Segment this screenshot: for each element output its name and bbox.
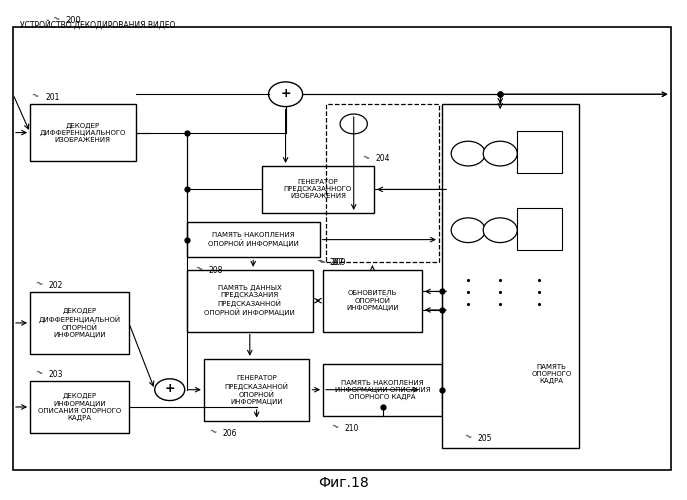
Text: 210: 210 xyxy=(345,424,359,433)
FancyBboxPatch shape xyxy=(323,364,442,416)
Text: 207: 207 xyxy=(329,258,344,268)
Text: ∼: ∼ xyxy=(330,421,341,433)
Circle shape xyxy=(451,218,485,242)
Text: ДЕКОДЕР
ИНФОРМАЦИИ
ОПИСАНИЯ ОПОРНОГО
КАДРА: ДЕКОДЕР ИНФОРМАЦИИ ОПИСАНИЯ ОПОРНОГО КАД… xyxy=(38,394,121,420)
Text: 203: 203 xyxy=(49,370,63,378)
Text: ∼: ∼ xyxy=(34,366,45,378)
FancyBboxPatch shape xyxy=(442,104,578,448)
Text: ПАМЯТЬ НАКОПЛЕНИЯ
ОПОРНОЙ ИНФОРМАЦИИ: ПАМЯТЬ НАКОПЛЕНИЯ ОПОРНОЙ ИНФОРМАЦИИ xyxy=(207,232,299,247)
FancyBboxPatch shape xyxy=(517,132,561,173)
Text: УСТРОЙСТВО ДЕКОДИРОВАНИЯ ВИДЕО: УСТРОЙСТВО ДЕКОДИРОВАНИЯ ВИДЕО xyxy=(20,20,175,30)
FancyBboxPatch shape xyxy=(13,28,671,470)
Text: ДЕКОДЕР
ДИФФЕРЕНЦИАЛЬНОЙ
ОПОРНОЙ
ИНФОРМАЦИИ: ДЕКОДЕР ДИФФЕРЕНЦИАЛЬНОЙ ОПОРНОЙ ИНФОРМА… xyxy=(38,308,120,338)
Text: ∼: ∼ xyxy=(50,13,62,25)
Circle shape xyxy=(340,114,368,134)
Text: ∼: ∼ xyxy=(207,426,218,438)
Text: ПАМЯТЬ ДАННЫХ
ПРЕДСКАЗАНИЯ
ПРЕДСКАЗАННОЙ
ОПОРНОЙ ИНФОРМАЦИИ: ПАМЯТЬ ДАННЫХ ПРЕДСКАЗАНИЯ ПРЕДСКАЗАННОЙ… xyxy=(204,285,295,316)
Text: ∼: ∼ xyxy=(30,90,41,102)
Text: ГЕНЕРАТОР
ПРЕДСКАЗАННОЙ
ОПОРНОЙ
ИНФОРМАЦИИ: ГЕНЕРАТОР ПРЕДСКАЗАННОЙ ОПОРНОЙ ИНФОРМАЦ… xyxy=(225,374,289,405)
Text: ПАМЯТЬ НАКОПЛЕНИЯ
ИНФОРМАЦИИ ОПИСАНИЯ
ОПОРНОГО КАДРА: ПАМЯТЬ НАКОПЛЕНИЯ ИНФОРМАЦИИ ОПИСАНИЯ ОП… xyxy=(335,380,431,400)
Circle shape xyxy=(451,141,485,166)
Text: ДЕКОДЕР
ДИФФЕРЕНЦИАЛЬНОГО
ИЗОБРАЖЕНИЯ: ДЕКОДЕР ДИФФЕРЕНЦИАЛЬНОГО ИЗОБРАЖЕНИЯ xyxy=(40,122,126,142)
Text: ∼: ∼ xyxy=(34,278,45,289)
FancyBboxPatch shape xyxy=(187,222,319,258)
Text: 206: 206 xyxy=(222,429,237,438)
FancyBboxPatch shape xyxy=(262,166,374,213)
Text: +: + xyxy=(164,382,175,395)
Text: Фиг.18: Фиг.18 xyxy=(318,476,369,490)
Text: ∼: ∼ xyxy=(194,262,205,274)
Text: ∼: ∼ xyxy=(314,255,325,268)
FancyBboxPatch shape xyxy=(30,381,129,433)
Text: 201: 201 xyxy=(45,92,59,102)
Text: 208: 208 xyxy=(209,266,223,274)
Circle shape xyxy=(483,218,517,242)
FancyBboxPatch shape xyxy=(517,208,561,250)
Circle shape xyxy=(483,141,517,166)
FancyBboxPatch shape xyxy=(30,292,129,354)
Text: 202: 202 xyxy=(49,280,63,289)
Text: ОБНОВИТЕЛЬ
ОПОРНОЙ
ИНФОРМАЦИИ: ОБНОВИТЕЛЬ ОПОРНОЙ ИНФОРМАЦИИ xyxy=(346,290,398,311)
Circle shape xyxy=(155,379,185,400)
Text: ГЕНЕРАТОР
ПРЕДСКАЗАННОГО
ИЗОБРАЖЕНИЯ: ГЕНЕРАТОР ПРЕДСКАЗАННОГО ИЗОБРАЖЕНИЯ xyxy=(284,180,352,200)
Text: 204: 204 xyxy=(376,154,390,164)
Text: ∼: ∼ xyxy=(463,430,474,443)
Text: ∼: ∼ xyxy=(316,255,327,268)
Text: 205: 205 xyxy=(477,434,493,443)
FancyBboxPatch shape xyxy=(323,270,422,332)
Text: ПАМЯТЬ
ОПОРНОГО
КАДРА: ПАМЯТЬ ОПОРНОГО КАДРА xyxy=(532,364,572,384)
Circle shape xyxy=(269,82,302,106)
FancyBboxPatch shape xyxy=(204,359,309,420)
Text: ∼: ∼ xyxy=(361,152,372,164)
Text: +: + xyxy=(280,87,291,100)
Text: 209: 209 xyxy=(331,258,346,268)
Text: 200: 200 xyxy=(65,16,81,25)
FancyBboxPatch shape xyxy=(30,104,135,161)
FancyBboxPatch shape xyxy=(187,270,313,332)
